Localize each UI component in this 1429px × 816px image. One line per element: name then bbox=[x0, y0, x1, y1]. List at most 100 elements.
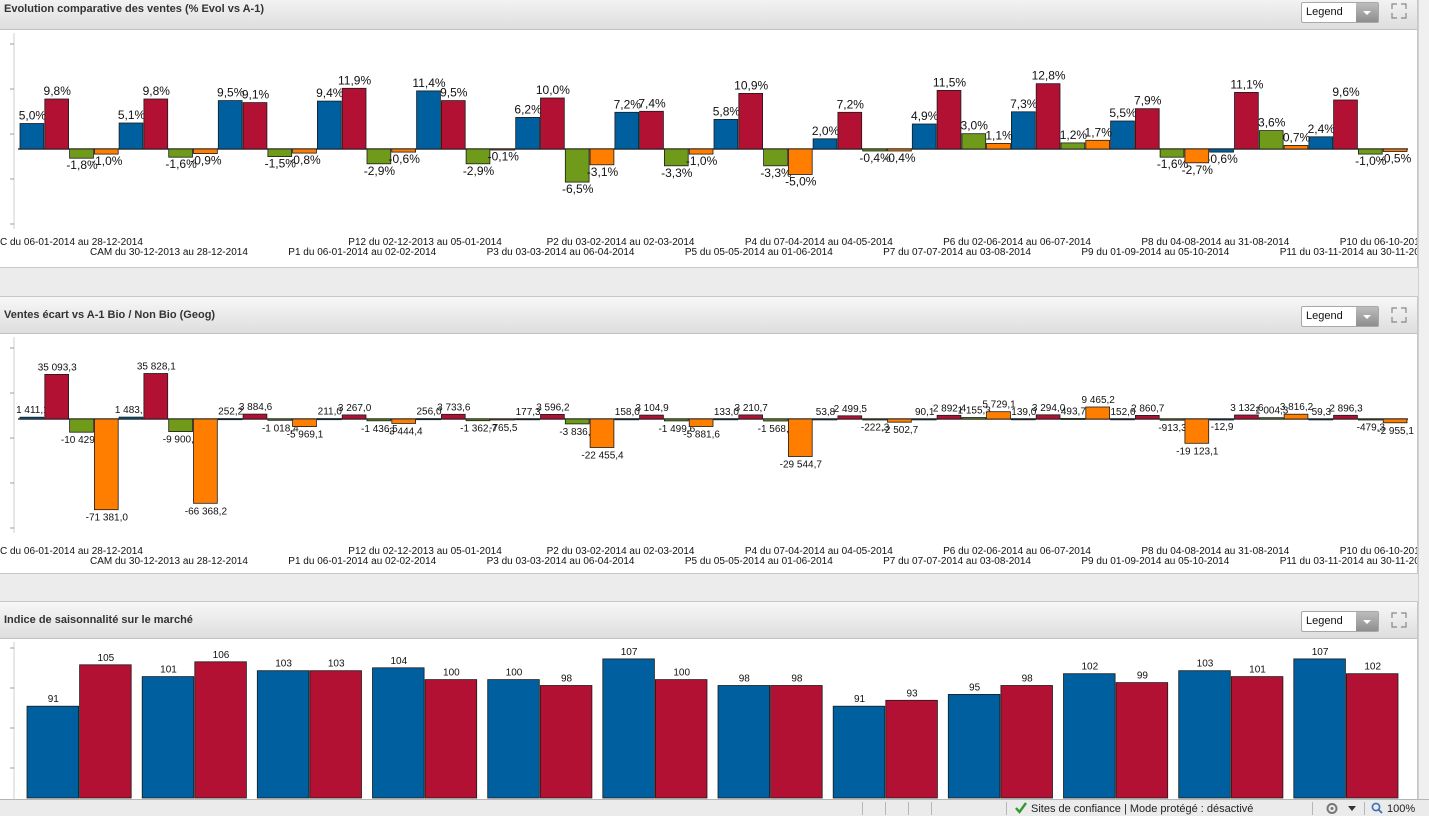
bar bbox=[717, 685, 770, 799]
x-tick-label: CAM du 30-12-2013 au 28-12-2014 bbox=[90, 556, 248, 567]
bar bbox=[1178, 670, 1231, 799]
data-label: 11,5% bbox=[933, 75, 966, 89]
data-label: 7,3% bbox=[1010, 97, 1038, 111]
x-tick-label: P3 du 03-03-2014 au 06-04-2014 bbox=[487, 556, 635, 567]
expand-icon[interactable] bbox=[1390, 2, 1408, 20]
status-separator bbox=[908, 802, 909, 815]
bar bbox=[316, 418, 342, 421]
data-label: 2,4% bbox=[1308, 122, 1336, 136]
bar bbox=[1258, 130, 1284, 150]
data-label: -9 900,7 bbox=[163, 435, 200, 446]
chevron-down-icon[interactable] bbox=[1356, 612, 1378, 631]
bar bbox=[416, 90, 441, 150]
bar bbox=[515, 117, 540, 150]
chevron-down-icon[interactable] bbox=[1348, 806, 1356, 811]
x-tick-label: P5 du 05-05-2014 au 01-06-2014 bbox=[685, 556, 833, 567]
expand-icon[interactable] bbox=[1390, 611, 1408, 629]
data-label: -1,0% bbox=[686, 154, 718, 168]
bar bbox=[366, 148, 392, 165]
status-separator bbox=[1312, 802, 1313, 815]
data-label: 10,0% bbox=[536, 83, 570, 97]
bar bbox=[118, 416, 144, 420]
data-label: 1 155,3 bbox=[958, 406, 992, 417]
gear-icon[interactable] bbox=[1325, 802, 1339, 815]
data-label: -3 444,4 bbox=[386, 426, 423, 437]
data-label: 35 828,1 bbox=[137, 362, 176, 373]
data-label: -2 955,1 bbox=[1377, 426, 1414, 437]
data-label: 2,0% bbox=[812, 124, 840, 138]
panel-title: Ventes écart vs A-1 Bio / Non Bio (Geog) bbox=[4, 309, 216, 321]
legend-dropdown[interactable]: Legend bbox=[1301, 611, 1379, 632]
legend-dropdown[interactable]: Legend bbox=[1301, 306, 1379, 327]
bar bbox=[655, 679, 708, 799]
bar bbox=[664, 418, 689, 422]
data-label: -222,3 bbox=[861, 422, 890, 433]
data-label: 3 884,6 bbox=[239, 402, 273, 413]
bar bbox=[168, 418, 193, 433]
zoom-icon[interactable] bbox=[1371, 802, 1383, 814]
bar bbox=[242, 102, 268, 150]
zoom-level[interactable]: 100% bbox=[1387, 803, 1416, 815]
bar bbox=[69, 418, 94, 433]
bar bbox=[1035, 83, 1061, 150]
data-label: 93 bbox=[906, 688, 918, 699]
bar bbox=[217, 418, 243, 421]
data-label: -5,0% bbox=[785, 175, 817, 189]
data-label: 100 bbox=[673, 668, 690, 679]
data-label: -0,4% bbox=[859, 151, 891, 165]
data-label: 3,6% bbox=[1258, 116, 1286, 130]
bar bbox=[1333, 414, 1358, 420]
bar bbox=[763, 148, 788, 167]
status-separator bbox=[885, 802, 886, 815]
window-scrollbar[interactable] bbox=[1418, 0, 1429, 799]
data-label: -29 544,7 bbox=[780, 460, 823, 471]
bar bbox=[639, 110, 664, 150]
bar bbox=[26, 705, 79, 799]
bar bbox=[194, 661, 247, 799]
data-label: 11,9% bbox=[338, 73, 371, 87]
bar bbox=[986, 411, 1011, 420]
bar bbox=[94, 418, 119, 511]
bar bbox=[1159, 148, 1185, 158]
bar bbox=[1230, 676, 1284, 799]
bar bbox=[738, 414, 763, 420]
data-label: 5,0% bbox=[19, 109, 47, 123]
data-label: 3 816,2 bbox=[1280, 402, 1314, 413]
data-label: 7,2% bbox=[837, 97, 865, 111]
data-label: -2 502,7 bbox=[882, 425, 919, 436]
data-label: -1,8% bbox=[66, 158, 98, 172]
bar bbox=[1283, 413, 1309, 420]
expand-icon[interactable] bbox=[1390, 306, 1408, 324]
x-tick-label: P12 du 02-12-2013 au 05-01-2014 bbox=[348, 546, 502, 557]
bar bbox=[19, 416, 45, 420]
bar bbox=[515, 418, 540, 421]
x-tick-label: P3 du 03-03-2014 au 06-04-2014 bbox=[487, 247, 635, 258]
data-label: 5 729,1 bbox=[982, 400, 1016, 411]
data-label: 133,0 bbox=[714, 407, 739, 418]
data-label: -2,9% bbox=[463, 164, 495, 178]
bar bbox=[564, 148, 590, 183]
bar bbox=[539, 685, 593, 799]
bar bbox=[1209, 148, 1234, 153]
security-zone-text[interactable]: Sites de confiance | Mode protégé : désa… bbox=[1031, 803, 1254, 815]
bar bbox=[1308, 136, 1334, 150]
bar bbox=[887, 148, 912, 152]
x-tick-label: P4 du 07-04-2014 au 04-05-2014 bbox=[745, 237, 893, 248]
bar bbox=[1293, 658, 1346, 799]
bar bbox=[143, 373, 169, 420]
data-label: -1 362,7 bbox=[460, 424, 497, 435]
bar bbox=[1085, 406, 1111, 420]
status-separator bbox=[1364, 802, 1365, 815]
bar bbox=[490, 148, 516, 151]
chevron-down-icon[interactable] bbox=[1356, 3, 1378, 22]
chevron-down-icon[interactable] bbox=[1356, 307, 1378, 326]
legend-dropdown-label: Legend bbox=[1306, 310, 1343, 322]
panel-header: Indice de saisonnalité sur le marché Leg… bbox=[0, 602, 1417, 639]
bar bbox=[540, 97, 565, 150]
bar bbox=[1135, 108, 1160, 150]
legend-dropdown-label: Legend bbox=[1306, 6, 1343, 18]
data-label: 9,1% bbox=[242, 88, 270, 102]
data-label: -22 455,4 bbox=[581, 451, 624, 462]
data-label: 211,0 bbox=[318, 407, 343, 418]
legend-dropdown[interactable]: Legend bbox=[1301, 2, 1379, 23]
